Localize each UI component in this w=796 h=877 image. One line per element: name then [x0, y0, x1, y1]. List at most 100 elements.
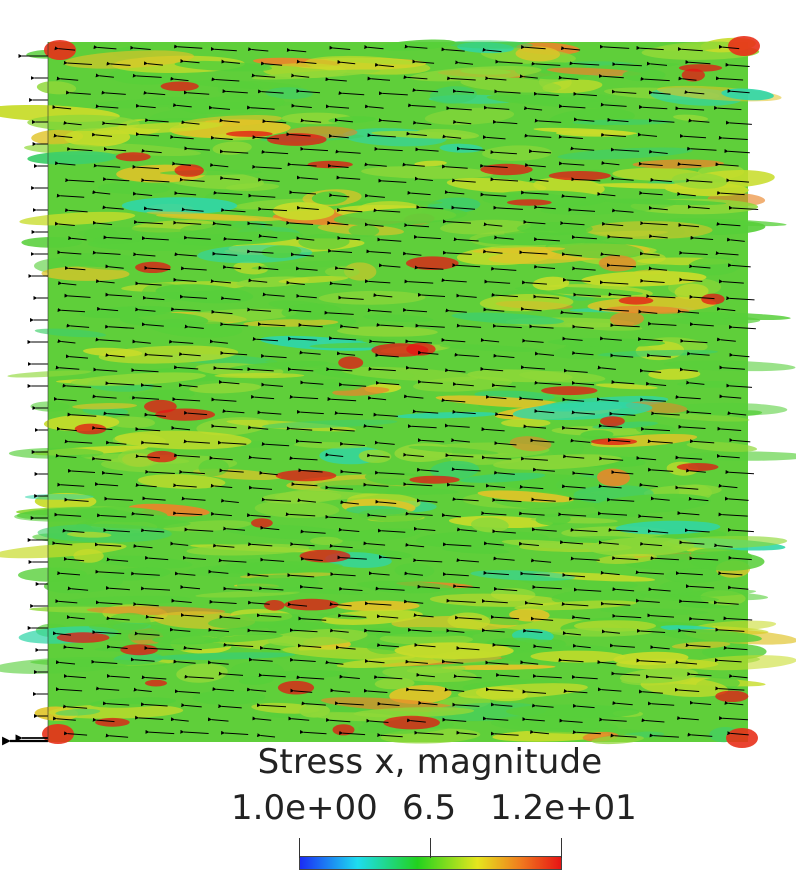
vector-arrow — [247, 221, 273, 226]
vector-arrow — [563, 689, 588, 694]
vector-arrow — [210, 279, 231, 284]
vector-arrow — [179, 294, 208, 299]
vector-arrow — [718, 716, 748, 721]
stress-patch — [348, 224, 380, 237]
stress-patch — [180, 223, 277, 241]
stress-patch — [670, 589, 757, 598]
vector-arrow — [412, 409, 439, 414]
vector-arrow — [63, 731, 88, 736]
vector-arrow — [65, 90, 91, 95]
stress-patch — [176, 663, 228, 683]
vector-arrow — [601, 160, 620, 166]
vector-arrow — [141, 148, 162, 154]
vector-arrow — [363, 423, 383, 429]
legend-labels: 1.0e+00 6.5 1.2e+01 — [0, 788, 796, 828]
stress-hotspot — [174, 164, 204, 177]
vector-arrow — [180, 729, 209, 734]
vector-arrow — [173, 659, 196, 664]
vector-arrow — [246, 687, 267, 692]
vector-arrow — [135, 103, 156, 109]
vector-arrow — [221, 59, 240, 64]
stress-patch — [549, 439, 585, 458]
vector-arrow — [533, 294, 560, 299]
vector-arrow — [67, 146, 93, 152]
vector-arrow — [103, 411, 130, 416]
vector-arrow — [142, 496, 166, 501]
stress-patch — [509, 608, 550, 622]
vector-arrow — [483, 307, 505, 312]
vector-arrow — [54, 512, 82, 517]
vector-arrow — [492, 497, 522, 503]
stress-patch — [510, 92, 612, 105]
vector-arrow — [599, 336, 622, 341]
vector-arrow — [105, 733, 129, 738]
vector-arrow — [259, 645, 281, 651]
vector-arrow — [324, 310, 354, 315]
vector-arrow — [180, 58, 200, 64]
vector-arrow — [647, 701, 675, 706]
vector-arrow — [373, 412, 398, 417]
vector-arrow — [599, 456, 624, 461]
vector-arrow — [598, 423, 623, 428]
vector-arrow — [260, 557, 285, 562]
vector-arrow — [299, 729, 327, 735]
stress-patch — [394, 563, 435, 578]
stress-patch — [98, 345, 239, 364]
vector-arrow — [327, 163, 349, 168]
vector-arrow — [221, 498, 239, 503]
vector-arrow — [532, 467, 555, 472]
stress-patch — [97, 182, 171, 195]
vector-arrow — [674, 687, 700, 692]
vector-arrow — [689, 439, 715, 444]
vector-arrow — [212, 687, 234, 692]
vector-arrow — [105, 585, 130, 591]
vector-arrow — [637, 337, 663, 342]
vector-arrow — [63, 60, 92, 65]
stress-hotspot — [251, 518, 273, 528]
vector-arrow — [638, 309, 658, 314]
vector-arrow — [220, 175, 240, 181]
vector-arrow — [144, 555, 169, 561]
vector-arrow — [218, 704, 242, 709]
vector-arrow — [338, 295, 364, 300]
vector-arrow — [184, 674, 214, 679]
vector-arrow — [571, 380, 595, 386]
vector-arrow — [454, 615, 482, 620]
vector-arrow — [523, 628, 543, 633]
vector-arrow — [180, 613, 204, 618]
vector-arrow — [336, 351, 356, 356]
vector-arrow — [105, 264, 124, 269]
vector-arrow — [572, 643, 591, 649]
vector-arrow — [598, 73, 624, 79]
vector-arrow — [174, 571, 196, 576]
vector-arrow — [402, 307, 428, 313]
vector-arrow — [520, 306, 542, 312]
vector-arrow — [221, 207, 246, 213]
vector-arrow — [405, 365, 428, 370]
vector-arrow — [480, 163, 508, 168]
vector-arrow — [144, 352, 173, 357]
stress-patch — [233, 198, 321, 210]
vector-arrow — [724, 700, 744, 706]
vector-arrow — [559, 718, 583, 723]
stress-hotspot — [277, 680, 315, 695]
vector-arrow — [378, 554, 402, 560]
vector-arrow — [607, 438, 631, 443]
vector-arrow — [679, 277, 703, 282]
vector-arrow — [295, 439, 322, 444]
vector-arrow — [92, 425, 113, 431]
stress-patch — [663, 360, 796, 372]
vector-arrow — [67, 468, 96, 473]
vector-arrow — [53, 396, 77, 402]
vector-arrow — [519, 511, 545, 516]
vector-arrow — [452, 381, 474, 387]
vector-arrow — [453, 237, 479, 242]
vector-arrow — [641, 718, 665, 723]
vector-arrow — [485, 660, 509, 665]
vector-arrow — [145, 118, 169, 123]
stress-patch — [472, 247, 566, 254]
stress-patch — [482, 145, 553, 161]
vector-arrow — [248, 47, 269, 52]
stress-patch — [407, 99, 444, 107]
vector-arrow — [366, 249, 392, 254]
